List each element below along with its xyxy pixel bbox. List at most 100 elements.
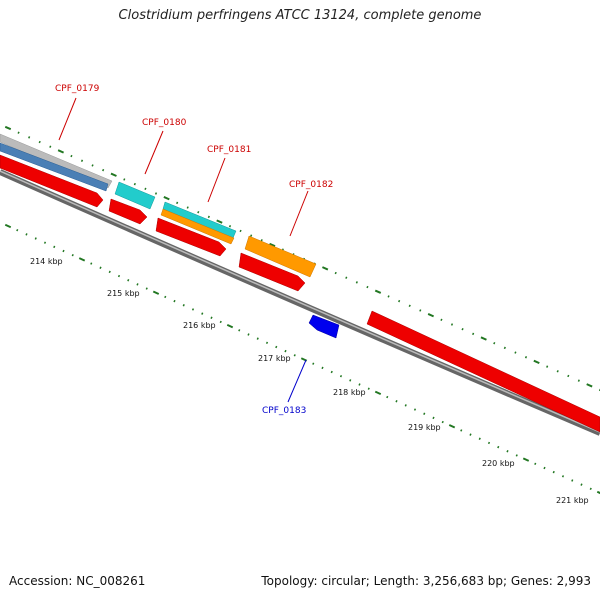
inner-tick (210, 316, 213, 320)
feature-cds-0182[interactable] (244, 235, 317, 278)
feature-track (0, 133, 600, 433)
outer-tick (480, 336, 487, 341)
outer-tick (408, 304, 411, 308)
inner-tick (515, 454, 518, 457)
outer-tick (123, 178, 126, 181)
outer-tick (49, 145, 52, 148)
outer-tick (398, 299, 401, 303)
inner-tick (487, 441, 491, 445)
inner-tick (226, 323, 234, 329)
inner-tick (441, 420, 444, 424)
gene-label-cpf0181[interactable]: CPF_0181 (207, 145, 251, 155)
feature-cds-0179[interactable] (0, 154, 104, 208)
feature-cds-0182b[interactable] (238, 252, 306, 292)
inner-tick (330, 370, 333, 374)
gene-label-cpf0180[interactable]: CPF_0180 (142, 118, 187, 128)
outer-tick (450, 323, 454, 326)
outer-tick (38, 140, 41, 144)
inner-tick (367, 387, 370, 390)
inner-tick (478, 437, 481, 440)
inner-tick (448, 424, 456, 429)
outer-tick (70, 154, 73, 158)
outer-tick (387, 295, 390, 298)
inner-tick (321, 366, 324, 370)
inner-tick (460, 429, 463, 432)
topology-text: Topology: circular; Length: 3,256,683 bp… (261, 574, 591, 588)
outer-tick (533, 359, 540, 365)
outer-tick (102, 168, 105, 172)
outer-tick (345, 276, 348, 279)
inner-tick (395, 399, 398, 403)
inner-tick (580, 483, 583, 486)
inner-tick (238, 329, 241, 332)
inner-tick (99, 266, 102, 269)
outer-tick (366, 285, 369, 289)
outer-tick (133, 182, 136, 186)
inner-tick (339, 374, 343, 378)
inner-tick (522, 457, 530, 462)
outer-tick (472, 332, 475, 336)
accession-text: Accession: NC_008261 (9, 574, 146, 588)
ruler-label-218: 218 kbp (333, 388, 366, 397)
gene-label-cpf0182[interactable]: CPF_0182 (289, 180, 333, 190)
inner-tick (432, 416, 435, 420)
outer-tick (4, 125, 12, 131)
inner-tick (62, 249, 65, 253)
outer-tick (260, 239, 263, 242)
outer-tick (154, 192, 158, 195)
outer-tick (176, 201, 179, 205)
inner-tick (256, 337, 259, 340)
gene-label-cpf0183[interactable]: CPF_0183 (262, 406, 306, 416)
outer-tick (216, 219, 223, 224)
outer-tick (144, 187, 147, 191)
feature-cds-long[interactable] (366, 310, 600, 433)
outer-tick (110, 172, 117, 177)
ruler-label-216: 216 kbp (183, 321, 216, 330)
ruler-label-215: 215 kbp (107, 289, 140, 298)
inner-tick (293, 354, 296, 357)
ruler-label-217: 217 kbp (258, 354, 291, 363)
outer-tick (355, 281, 358, 284)
feature-rrna[interactable] (0, 133, 113, 189)
outer-tick (281, 248, 284, 251)
feature-cds-0181c[interactable] (155, 217, 227, 257)
feature-cds-0183[interactable] (308, 314, 340, 339)
inner-tick (117, 274, 121, 278)
outer-tick (440, 318, 443, 322)
outer-tick (228, 225, 232, 228)
feature-cds-0181b[interactable] (160, 208, 235, 245)
inner-tick-ring (4, 223, 600, 495)
inner-tick (284, 349, 287, 353)
inner-tick (182, 304, 185, 307)
outer-tick (80, 159, 84, 162)
inner-tick (571, 479, 574, 482)
inner-tick (552, 470, 555, 474)
inner-tick (506, 450, 509, 453)
inner-tick (349, 379, 352, 382)
inner-tick (34, 237, 37, 240)
outer-tick (567, 374, 570, 378)
inner-tick (312, 362, 315, 365)
inner-tick (16, 228, 19, 232)
outer-tick (57, 149, 65, 154)
map-title: Clostridium perfringens ATCC 13124, comp… (118, 8, 482, 23)
inner-tick (136, 283, 139, 286)
inner-tick (71, 253, 74, 257)
inner-tick (596, 490, 600, 495)
inner-tick (413, 408, 417, 411)
inner-tick (543, 466, 546, 470)
inner-tick (469, 433, 472, 436)
inner-tick (423, 412, 426, 415)
feature-cds-0180b[interactable] (108, 198, 148, 225)
gene-label-cpf0179[interactable]: CPF_0179 (55, 84, 100, 94)
outer-tick (374, 289, 382, 294)
outer-tick (461, 327, 464, 331)
inner-tick (191, 308, 195, 311)
feature-cds-0180[interactable] (114, 181, 156, 210)
outer-tick (546, 365, 549, 368)
inner-tick (164, 295, 167, 299)
feature-steel[interactable] (0, 142, 109, 192)
inner-tick (4, 223, 12, 229)
outer-tick (556, 370, 559, 373)
